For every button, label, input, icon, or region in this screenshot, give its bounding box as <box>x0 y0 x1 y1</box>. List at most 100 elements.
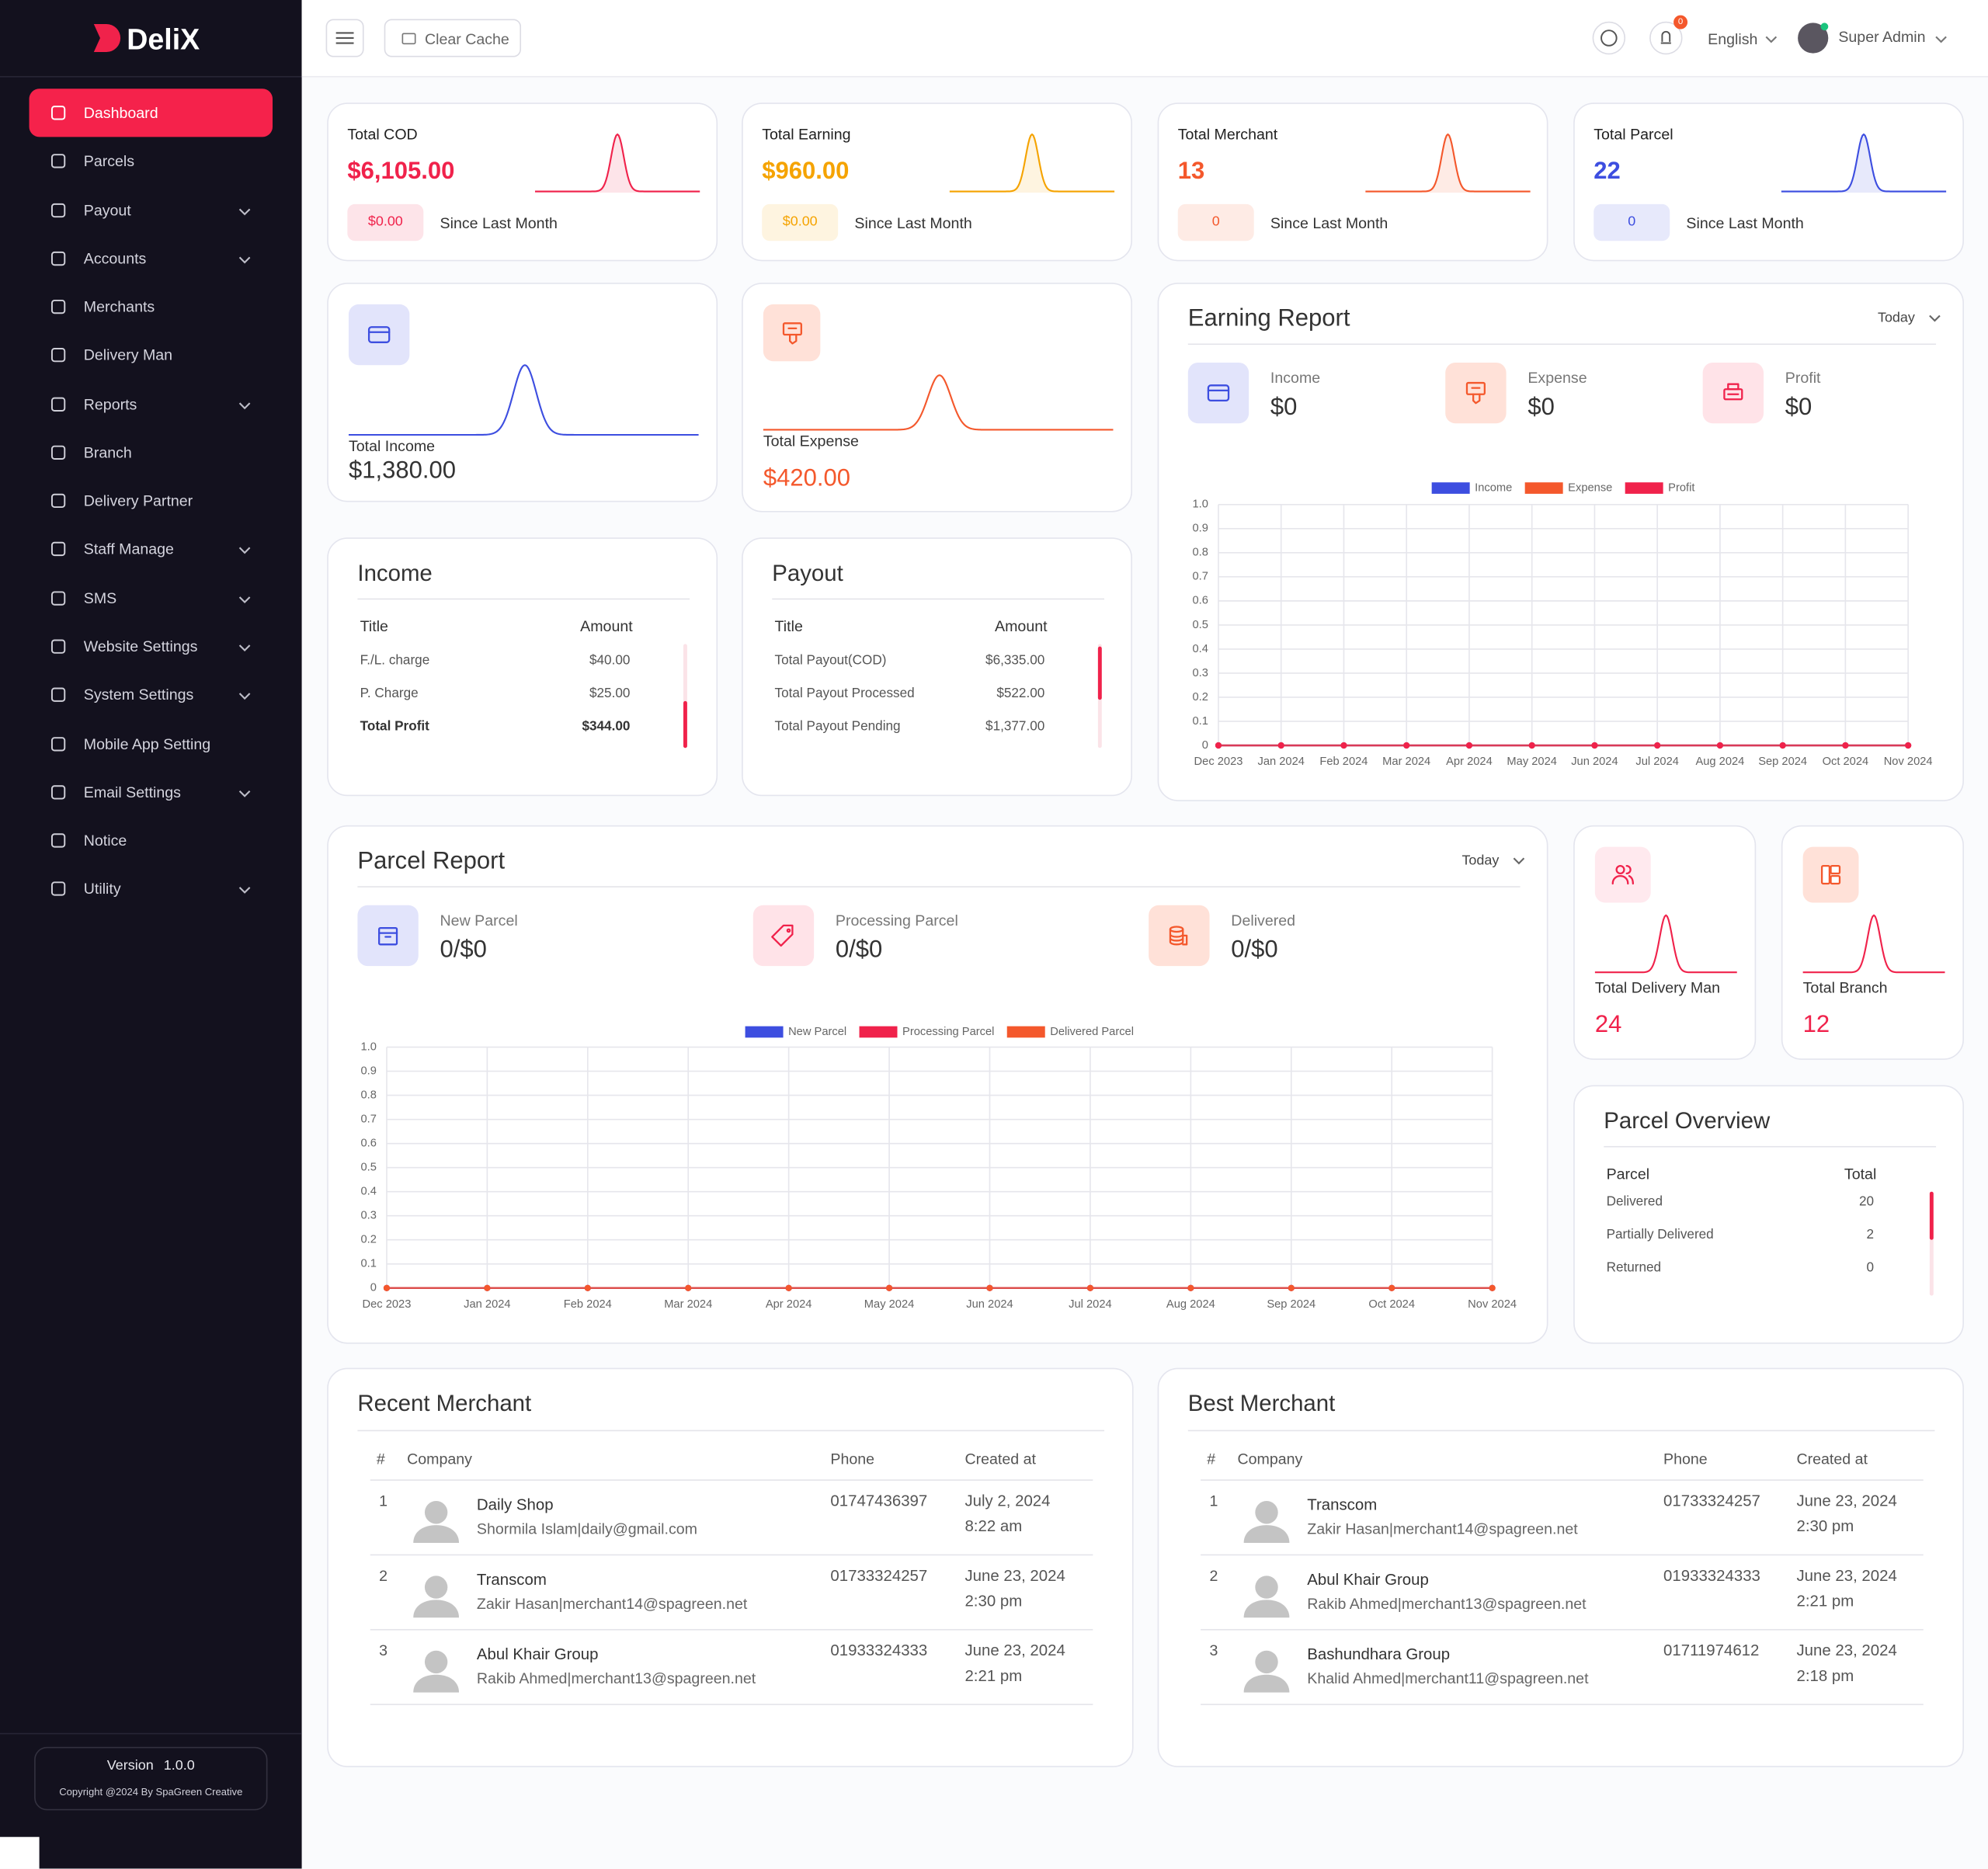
menu-icon <box>50 542 66 557</box>
chevron <box>238 207 251 215</box>
menu-item[interactable]: Accounts <box>30 234 273 283</box>
x-tick-label: Nov 2024 <box>1884 756 1933 768</box>
x-tick-label: Jan 2024 <box>1258 756 1305 768</box>
y-tick-label: 0.8 <box>360 1089 376 1101</box>
divider <box>1604 1145 1937 1148</box>
sparkline-line <box>348 364 699 436</box>
clear-cache-button[interactable]: Clear Cache <box>384 19 522 57</box>
data-point <box>685 1284 692 1291</box>
icon-box <box>1187 362 1249 424</box>
sparkline-line <box>1802 914 1945 974</box>
summary-label: New Parcel <box>440 911 518 929</box>
row-index: 1 <box>379 1492 388 1510</box>
menu-icon-shape <box>50 348 66 363</box>
menu-item[interactable]: Notice <box>30 817 273 865</box>
column-header: Title <box>774 617 803 635</box>
row-border <box>370 1704 1093 1705</box>
bell <box>1660 30 1671 44</box>
avatar-head <box>1255 1650 1278 1674</box>
chevron-line <box>1513 857 1525 865</box>
menu-label: Merchants <box>83 297 155 316</box>
menu-icon <box>50 251 66 266</box>
chevron-line <box>1929 314 1941 322</box>
stat-card: Total Merchant 13 0 Since Last Month <box>1157 102 1548 262</box>
menu-item[interactable]: Email Settings <box>30 768 273 816</box>
divider <box>1187 343 1937 346</box>
menu-item[interactable]: Mobile App Setting <box>30 720 273 768</box>
company-contact: Shormila Islam|daily@gmail.com <box>476 1520 697 1538</box>
menu-item[interactable]: Branch <box>30 429 273 477</box>
notification-button <box>1649 21 1683 55</box>
menu-item[interactable]: Website Settings <box>30 623 273 671</box>
icon <box>1465 381 1486 405</box>
stat-card: Total Parcel 22 0 Since Last Month <box>1573 102 1964 262</box>
menu-item[interactable]: Parcels <box>30 137 273 186</box>
data-point <box>1388 1284 1395 1291</box>
menu-item[interactable]: Delivery Partner <box>30 477 273 525</box>
legend-label: Processing Parcel <box>902 1026 994 1038</box>
summary-value: 0/$0 <box>835 936 883 963</box>
menu-icon-shape <box>50 106 66 120</box>
menu-toggle[interactable] <box>325 19 364 57</box>
icon-part <box>1465 381 1486 405</box>
icon-part <box>782 321 802 335</box>
menu-item[interactable]: Dashboard <box>29 89 273 137</box>
stat-note: Since Last Month <box>440 214 558 232</box>
icon-part <box>378 926 398 946</box>
x-tick-label: Aug 2024 <box>1166 1298 1215 1311</box>
menu-item[interactable]: Utility <box>30 865 273 913</box>
merchant-avatar <box>1243 1501 1290 1543</box>
menu-item[interactable]: Merchants <box>30 283 273 331</box>
x-tick-label: Mar 2024 <box>1382 756 1430 768</box>
chart: 0 0.1 0.2 0.3 0.4 0.5 0.6 0.7 0.8 0.9 1.0 Dec 2023 J… <box>360 1026 1517 1311</box>
data-point <box>1465 742 1473 749</box>
summary-label: Expense <box>1527 369 1587 387</box>
bell-ring <box>1649 21 1683 55</box>
data-point <box>1187 1284 1194 1291</box>
column-header: # <box>1207 1450 1216 1468</box>
chevron <box>1513 857 1525 865</box>
stat-value: 13 <box>1177 158 1205 185</box>
card-value: 24 <box>1594 1011 1622 1038</box>
version-label: Version <box>106 1758 154 1774</box>
sparkline <box>348 364 699 436</box>
menu-item[interactable]: Delivery Man <box>30 332 273 380</box>
avatar-head <box>424 1650 448 1674</box>
company-contact: Rakib Ahmed|merchant13@spagreen.net <box>1307 1594 1587 1613</box>
chevron-line <box>238 401 251 409</box>
y-tick-label: 1.0 <box>1192 499 1208 511</box>
x-tick-label: Jun 2024 <box>966 1298 1013 1311</box>
menu-icon-shape <box>50 639 66 654</box>
avatar <box>1798 23 1829 54</box>
x-tick-label: Apr 2024 <box>766 1298 812 1311</box>
column-header: # <box>376 1450 385 1468</box>
parcel-overview-card: Parcel Overview Parcel Total Delivered 20 Par… <box>1573 1085 1964 1344</box>
menu-item[interactable]: Payout <box>30 186 273 234</box>
avatar-head <box>1255 1575 1278 1599</box>
menu-icon-shape <box>50 590 66 606</box>
company-contact: Rakib Ahmed|merchant13@spagreen.net <box>476 1669 756 1688</box>
created-date: June 23, 2024 <box>1796 1641 1897 1659</box>
data-point <box>1591 742 1598 749</box>
menu-label: Payout <box>83 200 131 219</box>
card-title: Best Merchant <box>1187 1391 1336 1416</box>
expense-card: Total Expense $420.00 <box>742 283 1132 512</box>
menu-item[interactable]: Reports <box>30 380 273 428</box>
row-title: Returned <box>1606 1259 1662 1276</box>
globe-ring <box>1592 21 1626 55</box>
row-index: 2 <box>379 1566 388 1585</box>
column-header: Phone <box>1663 1450 1708 1468</box>
legend-label: Delivered Parcel <box>1050 1026 1134 1038</box>
menu-item[interactable]: Staff Manage <box>30 526 273 574</box>
sparkline-area <box>1365 134 1531 193</box>
menu-item[interactable]: System Settings <box>30 671 273 719</box>
x-tick-label: Dec 2023 <box>363 1298 412 1311</box>
created-date: July 2, 2024 <box>964 1492 1051 1510</box>
icon <box>1723 383 1743 401</box>
scroll-thumb <box>683 700 687 749</box>
chevron <box>238 547 251 555</box>
data-point <box>886 1284 893 1291</box>
row-border <box>1201 1479 1924 1481</box>
card-title: Earning Report <box>1187 304 1350 332</box>
menu-item[interactable]: SMS <box>30 574 273 622</box>
